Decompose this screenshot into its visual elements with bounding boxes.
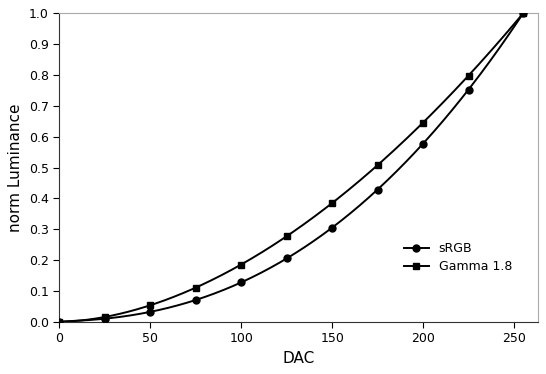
X-axis label: DAC: DAC	[282, 351, 314, 366]
Y-axis label: norm Luminance: norm Luminance	[8, 103, 23, 232]
Legend: sRGB, Gamma 1.8: sRGB, Gamma 1.8	[399, 237, 517, 278]
